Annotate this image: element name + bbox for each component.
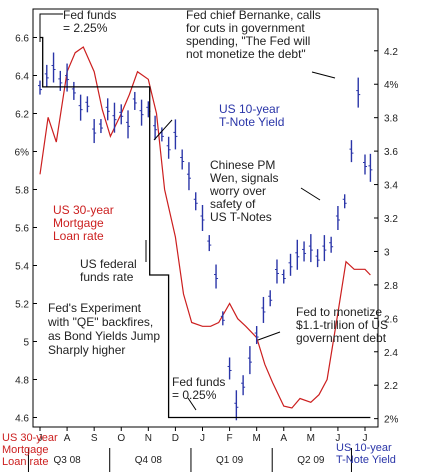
right-tick-label: 3.4 <box>384 181 398 192</box>
x-tick-label: J <box>363 433 368 444</box>
annotation-experiment: as Bond Yields Jump <box>48 329 160 343</box>
corner-label-left: Mortgage <box>2 444 48 456</box>
annotation-monetize: $1.1-trillion of US <box>296 318 388 332</box>
annotation-chinese-pm: Chinese PM <box>210 158 275 172</box>
annotation-bernanke: not monetize the debt" <box>186 47 306 61</box>
left-tick-label: 5.8 <box>15 186 29 197</box>
left-tick-label: 5 <box>23 338 29 349</box>
left-axis: 6.6 6.4 6.2 6% 5.8 5.6 5.4 5.2 5 4.8 4.6 <box>15 34 37 425</box>
left-tick-label: 4.6 <box>15 414 29 425</box>
x-tick-label: S <box>91 433 98 444</box>
annotation-fed-funds-bottom: = 0.25% <box>172 388 217 402</box>
x-tick-label: M <box>252 433 260 444</box>
quarter-label: Q1 09 <box>216 455 244 466</box>
annotation-chinese-pm: Wen, signals <box>210 171 278 185</box>
left-tick-label: 4.8 <box>15 376 29 387</box>
corner-label-left: US 30-year <box>2 432 58 444</box>
right-tick-label: 3 <box>384 247 390 258</box>
right-tick-label: 4.2 <box>384 47 398 58</box>
right-tick-label: 4% <box>384 80 399 91</box>
x-tick-label: A <box>64 433 71 444</box>
x-tick-label: D <box>172 433 179 444</box>
left-tick-label: 5.2 <box>15 300 29 311</box>
right-tick-label: 2% <box>384 415 399 426</box>
annotation-leader <box>153 119 173 141</box>
corner-label-right: T-Note Yield <box>336 454 396 466</box>
x-tick-label: F <box>227 433 233 444</box>
annotation-tnote: US 10-year <box>219 102 280 116</box>
left-tick-label: 6.4 <box>15 72 29 83</box>
x-tick-label: J <box>200 433 205 444</box>
annotation-leader <box>300 187 321 201</box>
right-tick-label: 3.2 <box>384 214 398 225</box>
x-tick-label: N <box>145 433 152 444</box>
annotation-chinese-pm: safety of <box>210 197 256 211</box>
right-tick-label: 2.8 <box>384 281 398 292</box>
annotation-mortgage: Loan rate <box>53 229 104 243</box>
quarter-label: Q3 08 <box>53 455 81 466</box>
annotation-tnote: T-Note Yield <box>219 115 284 129</box>
x-axis: J A S O N D J F M A M J J Q3 08 Q4 08 Q1 09 Q2 09 <box>27 427 368 472</box>
fed-funds-rate-line <box>40 36 371 419</box>
annotation-bernanke: Fed chief Bernanke, calls <box>186 8 321 22</box>
annotation-experiment: Fed's Experiment <box>48 301 142 315</box>
right-tick-label: 3.8 <box>384 114 398 125</box>
annotation-leader <box>311 71 336 79</box>
annotation-fed-funds-top: Fed funds <box>63 8 116 22</box>
left-tick-label: 6.2 <box>15 110 29 121</box>
annotation-fed-funds-top: = 2.25% <box>63 21 108 35</box>
annotation-bernanke: for cuts in government <box>186 21 305 35</box>
x-tick-label: A <box>280 433 287 444</box>
right-tick-label: 2.2 <box>384 381 398 392</box>
annotations: Fed funds= 2.25%Fed chief Bernanke, call… <box>2 8 396 468</box>
left-tick-label: 5.6 <box>15 224 29 235</box>
plot-frame <box>32 8 379 428</box>
mortgage-rate-line <box>39 46 371 409</box>
corner-label-left: Loan rate <box>2 456 48 468</box>
quarter-label: Q4 08 <box>135 455 163 466</box>
annotation-experiment: Sharply higher <box>48 343 125 357</box>
left-tick-label: 6% <box>15 148 30 159</box>
x-tick-label: J <box>335 433 340 444</box>
annotation-bernanke: spending, "The Fed will <box>186 34 310 48</box>
annotation-fedfunds-mid: US federal <box>80 257 137 271</box>
annotation-fedfunds-mid: funds rate <box>80 270 134 284</box>
left-tick-label: 5.4 <box>15 262 29 273</box>
annotation-chinese-pm: US T-Notes <box>210 210 272 224</box>
right-axis: 4.2 4% 3.8 3.6 3.4 3.2 3 2.8 2.6 2.4 2.2 2% <box>374 47 399 426</box>
annotation-leaders <box>39 13 336 411</box>
annotation-monetize: government debt <box>296 331 387 345</box>
annotation-mortgage: US 30-year <box>53 203 114 217</box>
corner-label-right: US 10-year <box>336 442 392 454</box>
quarter-label: Q2 09 <box>297 455 325 466</box>
left-tick-label: 6.6 <box>15 34 29 45</box>
annotation-leader <box>39 13 63 42</box>
x-tick-label: J <box>38 433 43 444</box>
right-tick-label: 2.6 <box>384 314 398 325</box>
x-tick-label: O <box>117 433 125 444</box>
annotation-leader <box>257 331 281 341</box>
right-tick-label: 3.6 <box>384 147 398 158</box>
annotation-leader <box>187 397 197 411</box>
annotation-fed-funds-bottom: Fed funds <box>172 375 225 389</box>
x-tick-label: M <box>307 433 315 444</box>
series-layer <box>38 36 373 421</box>
annotation-chinese-pm: worry over <box>209 184 266 198</box>
annotation-monetize: Fed to monetize <box>296 305 382 319</box>
annotation-mortgage: Mortgage <box>53 216 104 230</box>
right-tick-label: 2.4 <box>384 348 398 359</box>
annotation-experiment: with "QE" backfires, <box>47 315 153 329</box>
